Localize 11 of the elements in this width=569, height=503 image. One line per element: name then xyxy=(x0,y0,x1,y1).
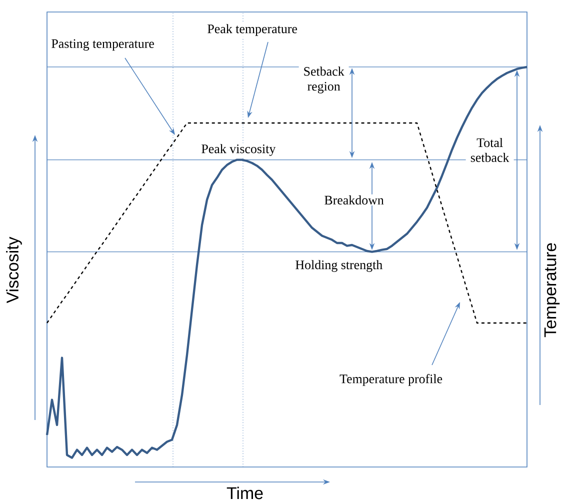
annotation: Total setback xyxy=(470,138,510,162)
y-axis-title: Viscosity xyxy=(6,236,22,304)
annotation: Setback region xyxy=(304,66,344,94)
annotation: Peak viscosity xyxy=(202,144,276,156)
text: Peak temperature xyxy=(208,24,298,36)
y2-axis-title: Temperature xyxy=(544,243,560,338)
x-axis-title: Time xyxy=(226,486,263,500)
text: Temperature profile xyxy=(340,374,442,386)
annotation: Holding strength xyxy=(296,260,382,272)
annotation: Breakdown xyxy=(324,195,384,205)
text: Pasting temperature xyxy=(52,39,154,51)
